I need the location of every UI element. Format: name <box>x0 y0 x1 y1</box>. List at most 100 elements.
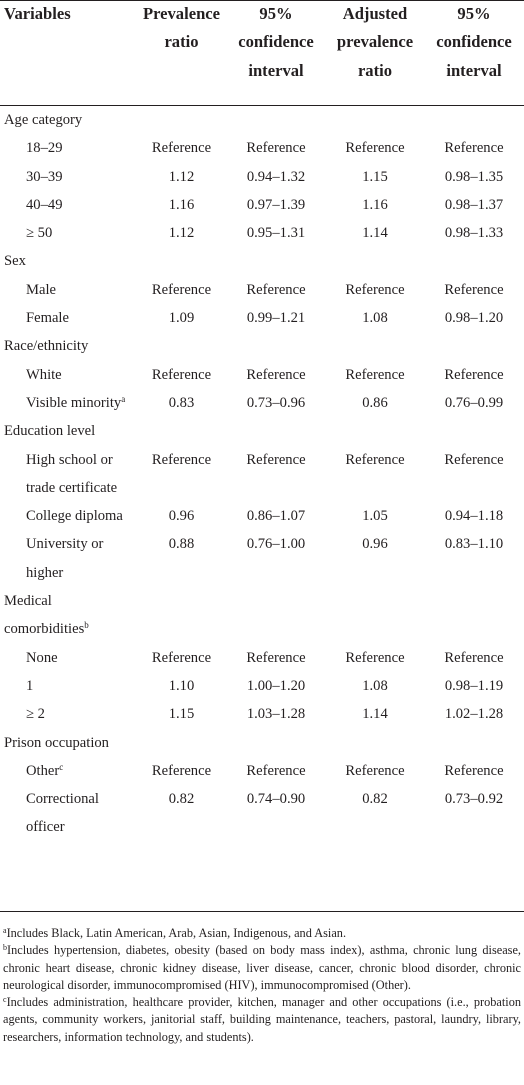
adjusted-prevalence-ratio-cell-text: 1.05 <box>362 508 388 525</box>
row-label: Male <box>0 276 137 304</box>
header-rule <box>0 105 524 106</box>
adjusted-confidence-interval-cell-text: Reference <box>444 762 504 779</box>
prevalence-ratio-cell: 1.09 <box>137 304 226 332</box>
empty-cell <box>424 332 524 360</box>
adjusted-prevalence-ratio-cell-text: 1.15 <box>362 168 388 185</box>
confidence-interval-cell-text: 0.97–1.39 <box>246 196 306 213</box>
adjusted-confidence-interval-cell-text: 0.98–1.19 <box>444 677 504 694</box>
footnote-mark: a <box>3 926 7 935</box>
footnote-mark: c <box>3 995 7 1005</box>
category-label: Age category <box>0 106 137 134</box>
row-label: ≥ 2 <box>0 700 137 728</box>
confidence-interval-cell-text: Reference <box>246 762 306 779</box>
table-row: Visible minoritya 0.83 0.73–0.96 0.86 0.76–0… <box>0 389 524 417</box>
table-row: White Reference Reference Reference Referenc… <box>0 361 524 389</box>
confidence-interval-cell: 0.86–1.07 <box>226 502 326 530</box>
empty-cell <box>137 729 226 757</box>
category-label: Race/ethnicity <box>0 332 137 360</box>
confidence-interval-cell-text: 1.03–1.28 <box>246 706 306 723</box>
header-adjusted-prevalence-ratio: Adjusted prevalence ratio <box>326 0 424 98</box>
footnote: cIncludes administration, healthcare pro… <box>3 994 521 1046</box>
row-label: ≥ 50 <box>0 219 137 247</box>
empty-cell <box>424 729 524 757</box>
adjusted-confidence-interval-cell-text: 1.02–1.28 <box>444 706 504 723</box>
row-label-text: ≥ 2 <box>26 706 45 723</box>
adjusted-prevalence-ratio-cell: 1.16 <box>326 191 424 219</box>
row-label-text: White <box>26 366 62 383</box>
confidence-interval-cell: 1.03–1.28 <box>226 700 326 728</box>
header-line: confidence <box>238 32 314 52</box>
adjusted-confidence-interval-cell: 0.98–1.37 <box>424 191 524 219</box>
header-line: confidence <box>436 32 512 52</box>
header-line: Adjusted <box>342 4 408 23</box>
empty-cell <box>226 247 326 275</box>
category-label-text: Age category <box>4 112 83 128</box>
empty-cell <box>226 332 326 360</box>
prevalence-ratio-cell: 1.10 <box>137 672 226 700</box>
adjusted-prevalence-ratio-cell-text: Reference <box>345 366 405 383</box>
category-row: Age category <box>0 106 524 134</box>
row-label-text: Visible minority <box>26 394 122 411</box>
table-row: None Reference Reference Reference Reference <box>0 644 524 672</box>
empty-cell <box>137 106 226 134</box>
row-label-text: ≥ 50 <box>26 225 53 242</box>
confidence-interval-cell: 0.94–1.32 <box>226 163 326 191</box>
prevalence-ratio-cell-text: Reference <box>151 762 212 779</box>
adjusted-prevalence-ratio-cell: Reference <box>326 644 424 672</box>
adjusted-confidence-interval-cell: Reference <box>424 757 524 785</box>
prevalence-ratio-cell-text: Reference <box>151 366 212 383</box>
prevalence-ratio-cell: Reference <box>137 757 226 785</box>
confidence-interval-cell-text: Reference <box>246 281 306 298</box>
confidence-interval-cell: Reference <box>226 361 326 389</box>
adjusted-prevalence-ratio-cell-text: Reference <box>345 451 405 468</box>
table-row: Correctional officer 0.82 0.74–0.90 0.82 0.7… <box>0 785 524 842</box>
prevalence-ratio-cell: 1.16 <box>137 191 226 219</box>
empty-cell <box>326 417 424 445</box>
confidence-interval-cell-text: 0.95–1.31 <box>246 225 306 242</box>
adjusted-prevalence-ratio-cell-text: 1.08 <box>362 310 388 327</box>
confidence-interval-cell: Reference <box>226 276 326 304</box>
row-label-text: University or higher <box>26 536 104 581</box>
footnote-marker: c <box>59 761 64 772</box>
empty-cell <box>137 417 226 445</box>
row-label-text: College diploma <box>26 508 123 525</box>
confidence-interval-cell-text: Reference <box>246 140 306 157</box>
empty-cell <box>226 417 326 445</box>
adjusted-confidence-interval-cell: 0.98–1.20 <box>424 304 524 332</box>
empty-cell <box>326 729 424 757</box>
results-table: Variables Prevalence ratio 95% confidenc… <box>0 0 524 842</box>
row-label: Visible minoritya <box>0 389 137 417</box>
category-row: Education level <box>0 417 524 445</box>
table-row: ≥ 2 1.15 1.03–1.28 1.14 1.02–1.28 <box>0 700 524 728</box>
adjusted-confidence-interval-cell: 0.76–0.99 <box>424 389 524 417</box>
table-row: 30–39 1.12 0.94–1.32 1.15 0.98–1.35 <box>0 163 524 191</box>
prevalence-ratio-cell: 0.96 <box>137 502 226 530</box>
category-label: Medical comorbiditiesb <box>0 587 137 644</box>
adjusted-confidence-interval-cell-text: 0.73–0.92 <box>444 791 504 808</box>
prevalence-ratio-cell: 0.88 <box>137 530 226 587</box>
prevalence-ratio-cell: Reference <box>137 644 226 672</box>
row-label-text: 18–29 <box>26 140 63 157</box>
prevalence-ratio-cell-text: 1.09 <box>168 310 195 327</box>
confidence-interval-cell: 0.73–0.96 <box>226 389 326 417</box>
row-label-text: Female <box>26 310 69 327</box>
adjusted-prevalence-ratio-cell: Reference <box>326 134 424 162</box>
row-label: Female <box>0 304 137 332</box>
confidence-interval-cell: 0.74–0.90 <box>226 785 326 842</box>
adjusted-prevalence-ratio-cell: Reference <box>326 757 424 785</box>
category-label-text: Prison occupation <box>4 734 109 751</box>
adjusted-prevalence-ratio-cell-text: 1.14 <box>362 706 388 723</box>
table-row: High school or trade certificate Referenc… <box>0 446 524 503</box>
empty-cell <box>424 417 524 445</box>
prevalence-ratio-cell: Reference <box>137 134 226 162</box>
table-row: Female 1.09 0.99–1.21 1.08 0.98–1.20 <box>0 304 524 332</box>
top-rule <box>0 0 524 1</box>
adjusted-confidence-interval-cell-text: Reference <box>444 281 504 298</box>
table-row: 40–49 1.16 0.97–1.39 1.16 0.98–1.37 <box>0 191 524 219</box>
category-label: Prison occupation <box>0 729 137 757</box>
header-line: 95% <box>259 4 293 23</box>
empty-cell <box>137 332 226 360</box>
table-row: ≥ 50 1.12 0.95–1.31 1.14 0.98–1.33 <box>0 219 524 247</box>
adjusted-confidence-interval-cell: Reference <box>424 361 524 389</box>
prevalence-ratio-cell-text: 1.15 <box>168 706 195 723</box>
